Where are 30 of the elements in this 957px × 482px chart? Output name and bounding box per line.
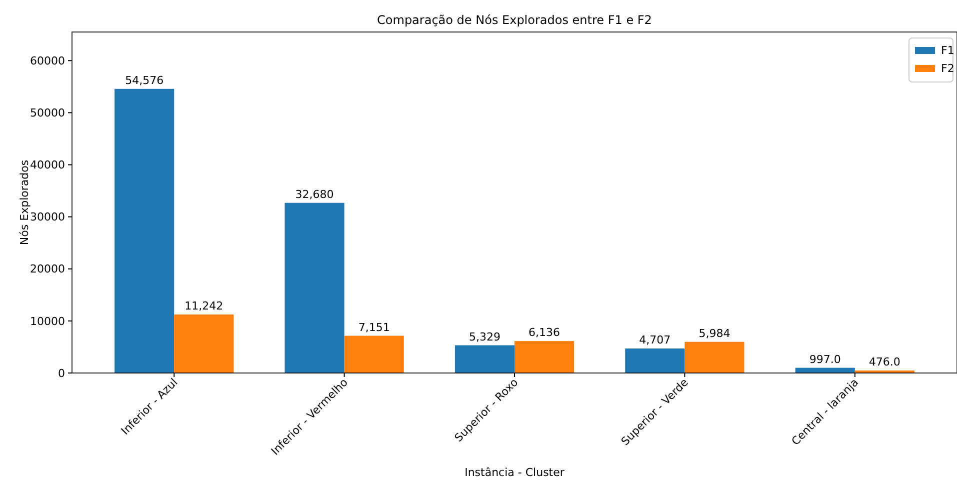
y-tick-label: 20000 <box>30 262 65 276</box>
legend-label: F1 <box>941 44 954 57</box>
y-tick-label: 50000 <box>30 106 65 120</box>
y-tick-label: 0 <box>58 366 65 380</box>
data-label: 4,707 <box>639 333 671 346</box>
y-tick-label: 40000 <box>30 158 65 172</box>
data-label: 6,136 <box>528 326 560 340</box>
y-tick-label: 30000 <box>30 210 65 224</box>
data-label: 32,680 <box>295 188 334 201</box>
y-tick-label: 10000 <box>30 314 65 328</box>
y-tick-label: 60000 <box>30 54 65 68</box>
legend-label: F2 <box>941 62 954 75</box>
y-axis-title: Nós Explorados <box>18 160 31 246</box>
data-label: 997.0 <box>809 352 841 366</box>
data-label: 54,576 <box>125 74 164 87</box>
data-label: 7,151 <box>358 320 390 334</box>
bar <box>344 336 404 373</box>
data-label: 11,242 <box>184 299 224 312</box>
bar <box>514 341 574 373</box>
bar <box>684 342 744 373</box>
bar <box>625 348 685 373</box>
bar <box>454 345 514 373</box>
bar <box>284 202 344 373</box>
bar <box>114 88 174 373</box>
data-label: 5,984 <box>698 326 730 340</box>
x-axis-title: Instância - Cluster <box>464 466 565 479</box>
data-label: 476.0 <box>868 356 900 369</box>
data-label: 5,329 <box>468 330 500 344</box>
chart-title: Comparação de Nós Explorados entre F1 e F2 <box>377 13 652 27</box>
bar <box>174 314 234 373</box>
